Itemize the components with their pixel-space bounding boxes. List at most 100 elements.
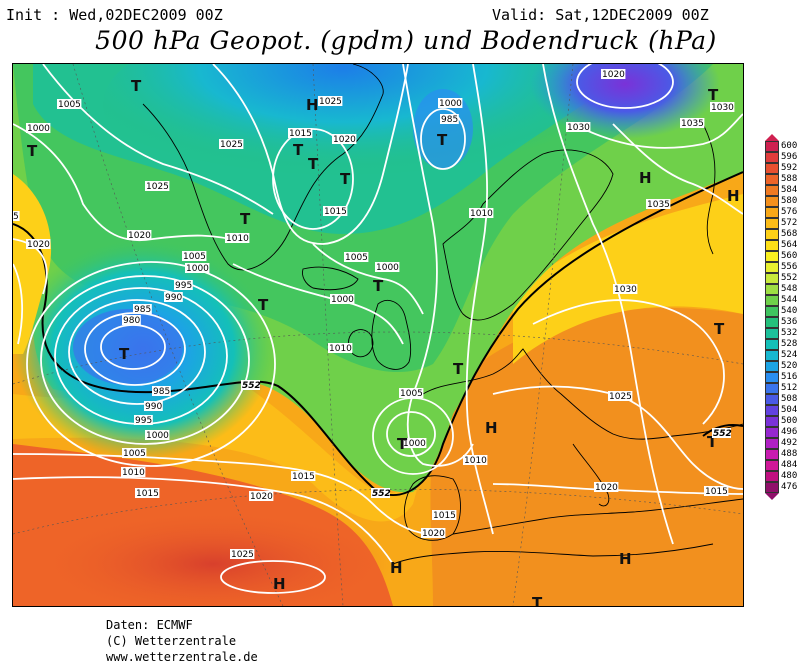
isobar-label: 1000 — [439, 99, 462, 109]
isobar-label: 1025 — [146, 182, 169, 192]
orange-east-field — [430, 307, 743, 606]
init-time: Init : Wed,02DEC2009 00Z — [6, 6, 223, 24]
gpdm-contour-label: 552 — [372, 489, 391, 499]
isobar-label-bg — [57, 99, 82, 109]
isobar-label-bg — [288, 128, 313, 138]
isobar-label: 1000 — [27, 124, 50, 134]
isobar — [386, 411, 436, 457]
isobar-label: 1005 — [345, 253, 368, 263]
legend-label: 564 — [781, 240, 798, 250]
isobar-label-bg — [330, 294, 355, 304]
low-pressure-marker: T — [27, 142, 38, 160]
contour-552 — [13, 171, 743, 497]
legend-label: 552 — [781, 273, 798, 283]
legend-swatch — [765, 471, 779, 482]
isobar-label: 995 — [175, 281, 192, 291]
legend-label: 508 — [781, 394, 798, 404]
isobar-label: 985 — [441, 115, 458, 125]
legend-swatch — [765, 240, 779, 251]
isobar-label-bg — [121, 467, 146, 477]
isobar-label-bg — [323, 206, 348, 216]
legend-swatch — [765, 185, 779, 196]
isobar-label: 1020 — [602, 70, 625, 80]
legend-swatch — [765, 174, 779, 185]
isobar-label-bg — [174, 280, 193, 290]
legend-swatch — [765, 383, 779, 394]
legend-label: 540 — [781, 306, 798, 316]
low-pressure-marker: T — [131, 77, 142, 95]
legend-swatch — [765, 306, 779, 317]
legend-label: 592 — [781, 163, 798, 173]
isobar — [420, 108, 466, 170]
legend-swatch — [765, 460, 779, 471]
footer-website: www.wetterzentrale.de — [106, 650, 258, 664]
legend-swatch — [765, 339, 779, 350]
isobar-label-bg — [375, 262, 400, 272]
isobar-label-bg — [680, 118, 705, 128]
isobar-label-bg — [328, 343, 353, 353]
legend-label: 588 — [781, 174, 798, 184]
legend-swatch — [765, 350, 779, 361]
isobar-label: 1020 — [333, 135, 356, 145]
weather-map: 1005 1000 1025 1025 1015 1020 1025 1000 985 1020 1… — [12, 63, 744, 607]
isobar-label: 1005 — [123, 449, 146, 459]
isobar-label: 1035 — [681, 119, 704, 129]
grid-line — [312, 64, 344, 606]
coastlines — [142, 64, 743, 565]
isobar-label: 1010 — [470, 209, 493, 219]
isobar-label-bg — [469, 208, 494, 218]
isobar-label-bg — [438, 98, 463, 108]
chart-title: 500 hPa Geopot. (gpdm) und Bodendruck (h… — [95, 26, 717, 55]
isobar-label: 1010 — [226, 234, 249, 244]
isobar — [26, 261, 276, 467]
high-pressure-marker: H — [619, 550, 632, 568]
legend-swatch — [765, 273, 779, 284]
legend-label: 600 — [781, 141, 798, 151]
isobar — [13, 263, 24, 345]
isobar-label-bg — [144, 401, 163, 411]
high-pressure-marker: H — [306, 96, 319, 114]
gpdm-contour-label: 552 — [242, 381, 261, 391]
isobar-label-bg — [13, 211, 20, 221]
europe-coast — [422, 348, 743, 440]
isobar-label-bg — [249, 491, 274, 501]
legend-swatch — [765, 372, 779, 383]
legend-label: 584 — [781, 185, 798, 195]
isobar — [13, 123, 244, 243]
isobar-label-bg — [134, 415, 153, 425]
isobar-label: 1000 — [403, 439, 426, 449]
isobar — [220, 560, 326, 594]
isobar-label: 1030 — [614, 285, 637, 295]
north-cold — [103, 64, 583, 194]
low-pressure-marker: T — [293, 141, 304, 159]
isobar — [13, 453, 434, 535]
legend-label: 524 — [781, 350, 798, 360]
isobar-label: 1020 — [422, 529, 445, 539]
isobar — [492, 385, 743, 490]
ireland-coast — [348, 329, 374, 358]
legend-label: 544 — [781, 295, 798, 305]
legend-label: 516 — [781, 372, 798, 382]
isobar-label-bg — [463, 455, 488, 465]
mediterranean-coast — [452, 498, 743, 535]
isobar-label-bg — [704, 486, 729, 496]
isobar-label-bg — [566, 122, 591, 132]
legend-swatch — [765, 449, 779, 460]
isobar — [40, 275, 250, 445]
legend-label: 568 — [781, 229, 798, 239]
isobar-label-bg — [127, 230, 152, 240]
isobar-label-bg — [219, 139, 244, 149]
isobar-label: 1025 — [231, 550, 254, 560]
isobar — [212, 64, 409, 245]
isobar — [532, 299, 725, 425]
low-pressure-marker: T — [119, 345, 130, 363]
isobar — [272, 128, 354, 230]
isobar-label: 1010 — [464, 456, 487, 466]
isobar-label: 1000 — [146, 431, 169, 441]
isobar — [13, 238, 48, 295]
legend-label: 580 — [781, 196, 798, 206]
isobar-label: 1010 — [329, 344, 352, 354]
isobar-label-bg — [230, 549, 255, 559]
low-pressure-marker: T — [707, 433, 718, 451]
legend-swatch — [765, 229, 779, 240]
